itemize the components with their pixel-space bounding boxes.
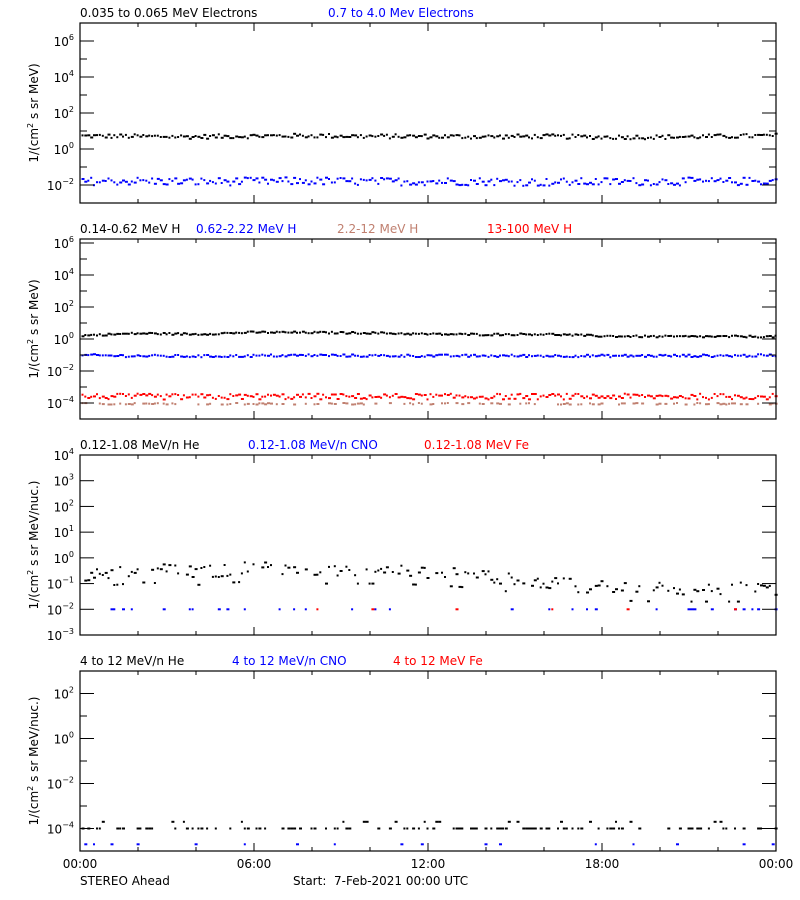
y-tick-label: 10−2 (47, 177, 74, 193)
x-tick-label: 18:00 (585, 857, 620, 871)
series-points (81, 820, 778, 830)
y-tick-label: 106 (54, 33, 74, 49)
legend-entry: 4 to 12 MeV/n CNO (232, 654, 347, 668)
y-tick-label: 10−1 (47, 576, 74, 592)
legend-entry: 0.12-1.08 MeV Fe (424, 438, 529, 452)
x-tick-label: 00:00 (63, 857, 98, 871)
plot-frame (79, 238, 777, 420)
series-points (81, 392, 778, 401)
spacecraft-label: STEREO Ahead (80, 874, 170, 888)
y-tick-label: 102 (54, 299, 74, 315)
x-tick-label: 06:00 (237, 857, 272, 871)
y-tick-label: 100 (54, 731, 74, 747)
plot-frame (79, 454, 777, 636)
y-axis-label: 1/(cm2 s sr MeV/nuc.) (26, 481, 41, 610)
y-tick-label: 104 (54, 69, 74, 85)
legend-entry: 0.12-1.08 MeV/n He (80, 438, 199, 452)
legend-entry: 0.14-0.62 MeV H (80, 222, 180, 236)
y-tick-label: 102 (54, 498, 74, 514)
y-tick-label: 101 (54, 524, 74, 540)
y-tick-label: 102 (54, 105, 74, 121)
y-tick-label: 106 (54, 235, 74, 251)
panel-electrons: 0.035 to 0.065 MeV Electrons 0.7 to 4.0 M… (26, 6, 778, 204)
legend-entry: 13-100 MeV H (487, 222, 572, 236)
legend-entry: 0.12-1.08 MeV/n CNO (248, 438, 378, 452)
y-axis-label: 1/(cm2 s sr MeV) (26, 63, 41, 162)
legend-entry: 2.2-12 MeV H (337, 222, 418, 236)
y-tick-label: 100 (54, 550, 74, 566)
series-points (81, 353, 777, 359)
y-tick-label: 103 (54, 473, 74, 489)
series-points (81, 132, 778, 141)
y-axis-label: 1/(cm2 s sr MeV/nuc.) (26, 697, 41, 826)
series-points (81, 330, 777, 339)
x-axis-tick-labels: 00:00 06:00 12:00 18:00 00:00 (63, 857, 794, 871)
y-axis-label: 1/(cm2 s sr MeV) (26, 279, 41, 378)
plot-frame (79, 670, 777, 852)
y-tick-label: 10−2 (47, 363, 74, 379)
series-points (316, 608, 737, 611)
legend-entry: 0.035 to 0.065 MeV Electrons (80, 6, 257, 20)
x-tick-label: 00:00 (759, 857, 794, 871)
series-points (110, 608, 778, 611)
legend-entry: 0.7 to 4.0 Mev Electrons (328, 6, 474, 20)
legend-entry: 4 to 12 MeV/n He (80, 654, 184, 668)
y-tick-label: 10−4 (47, 821, 74, 837)
y-tick-label: 100 (54, 331, 74, 347)
series-points (84, 843, 775, 846)
y-tick-label: 104 (54, 447, 74, 463)
y-tick-label: 10−4 (47, 395, 74, 411)
series-points (81, 176, 778, 187)
x-tick-label: 12:00 (411, 857, 446, 871)
panel-high-energy-ions: 4 to 12 MeV/n He 4 to 12 MeV/n CNO 4 to 12… (26, 654, 778, 852)
start-time-label: Start: 7-Feb-2021 00:00 UTC (293, 874, 468, 888)
y-tick-label: 104 (54, 267, 74, 283)
y-tick-label: 10−2 (47, 601, 74, 617)
legend-entry: 4 to 12 MeV Fe (393, 654, 483, 668)
y-tick-label: 10−3 (47, 627, 74, 643)
y-tick-label: 102 (54, 686, 74, 702)
plot-frame (79, 22, 777, 204)
panel-protons: 0.14-0.62 MeV H 0.62-2.22 MeV H 2.2-12 MeV… (26, 222, 778, 420)
panel-low-energy-ions: 0.12-1.08 MeV/n He 0.12-1.08 MeV/n CNO 0.1… (26, 438, 778, 643)
series-points (84, 561, 778, 603)
y-tick-label: 100 (54, 141, 74, 157)
y-tick-label: 10−2 (47, 776, 74, 792)
series-points (81, 402, 778, 406)
legend-entry: 0.62-2.22 MeV H (196, 222, 296, 236)
